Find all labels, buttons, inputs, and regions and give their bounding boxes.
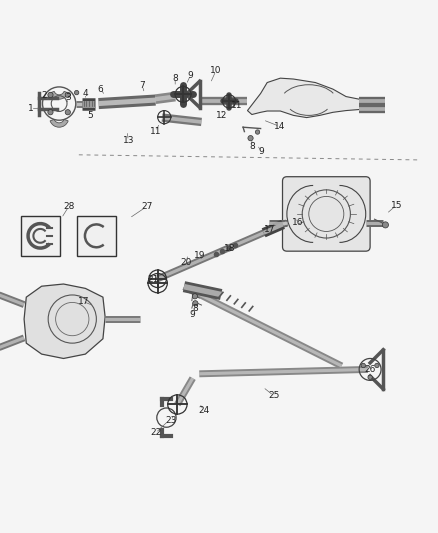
Text: 9: 9 [258, 147, 265, 156]
Text: 10: 10 [210, 66, 222, 75]
Text: 9: 9 [187, 70, 194, 79]
Circle shape [255, 130, 260, 134]
Text: 17: 17 [264, 225, 275, 234]
Text: 1: 1 [28, 104, 34, 114]
Text: 17: 17 [78, 297, 89, 306]
Text: 2: 2 [41, 91, 46, 100]
Polygon shape [24, 284, 105, 359]
Circle shape [375, 364, 379, 368]
Circle shape [368, 375, 372, 379]
Text: 7: 7 [139, 81, 145, 90]
Wedge shape [50, 91, 68, 99]
Text: 22: 22 [150, 429, 161, 438]
Text: 6: 6 [98, 85, 104, 94]
Wedge shape [50, 119, 68, 127]
Bar [21, 216, 60, 255]
Text: 16: 16 [292, 218, 304, 227]
Text: 4: 4 [83, 89, 88, 98]
Text: 18: 18 [224, 244, 236, 253]
Text: 27: 27 [141, 202, 152, 211]
Text: 26: 26 [364, 365, 376, 374]
Text: 19: 19 [194, 251, 205, 260]
Text: 3: 3 [65, 93, 71, 102]
Circle shape [361, 364, 365, 368]
Text: 8: 8 [172, 74, 178, 83]
Circle shape [382, 222, 389, 228]
Circle shape [248, 135, 253, 141]
Circle shape [193, 301, 198, 306]
Text: 14: 14 [274, 122, 285, 131]
Text: 5: 5 [87, 111, 93, 120]
Circle shape [65, 110, 71, 115]
Text: 23: 23 [165, 416, 177, 425]
Text: 12: 12 [215, 111, 227, 120]
Text: 21: 21 [148, 275, 159, 284]
Circle shape [48, 92, 53, 98]
Text: 11: 11 [231, 101, 242, 110]
Circle shape [48, 110, 53, 115]
Text: 13: 13 [123, 136, 134, 146]
Text: 9: 9 [190, 310, 196, 319]
Bar [77, 216, 116, 255]
Text: 24: 24 [198, 406, 209, 415]
Text: 15: 15 [391, 201, 402, 209]
Circle shape [192, 294, 198, 299]
Polygon shape [247, 78, 381, 118]
Text: 20: 20 [180, 257, 192, 266]
Circle shape [74, 91, 79, 95]
Text: 8: 8 [249, 142, 255, 150]
Text: 8: 8 [192, 304, 198, 313]
Text: 11: 11 [150, 127, 161, 136]
Text: 25: 25 [268, 391, 279, 400]
Text: 28: 28 [63, 202, 74, 211]
FancyBboxPatch shape [283, 177, 370, 251]
Circle shape [65, 92, 71, 98]
